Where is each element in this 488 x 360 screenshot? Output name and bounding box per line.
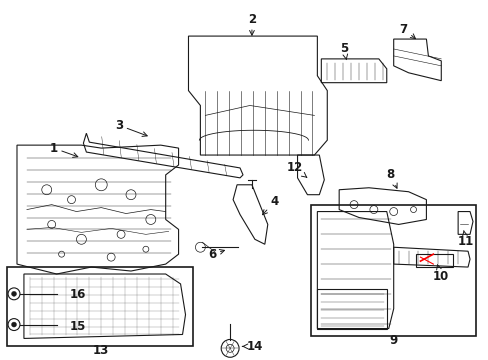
- Text: 9: 9: [389, 334, 397, 347]
- Circle shape: [12, 291, 17, 296]
- Text: 3: 3: [115, 119, 147, 136]
- Text: 14: 14: [242, 340, 263, 353]
- Circle shape: [12, 322, 17, 327]
- Text: 2: 2: [247, 13, 256, 35]
- Text: 10: 10: [432, 265, 448, 283]
- Text: 8: 8: [386, 168, 396, 188]
- Text: 16: 16: [69, 288, 86, 301]
- Text: 5: 5: [339, 42, 347, 60]
- Text: 1: 1: [49, 141, 78, 157]
- Text: 7: 7: [399, 23, 415, 39]
- Text: 15: 15: [69, 320, 86, 333]
- Text: 4: 4: [262, 195, 278, 215]
- Text: 12: 12: [286, 161, 306, 177]
- Text: 13: 13: [93, 344, 109, 357]
- Text: 11: 11: [457, 231, 473, 248]
- Text: 6: 6: [208, 248, 224, 261]
